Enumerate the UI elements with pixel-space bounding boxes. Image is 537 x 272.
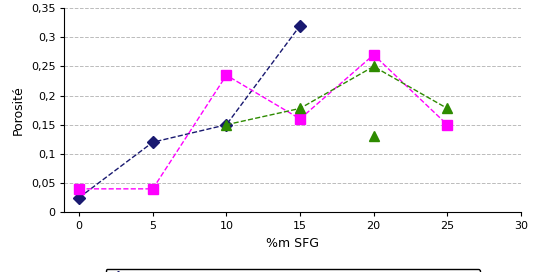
SFC150  Protocole#2 (371, 65, 377, 68)
SFC25  Protocole#2 (371, 53, 377, 56)
SFC25  Protocole#1bis (297, 24, 303, 27)
X-axis label: %m SFG: %m SFG (266, 237, 319, 250)
SFC25  Protocole#1bis (76, 196, 82, 199)
SFC25  Protocole#1bis (223, 123, 230, 126)
Legend: SFC25  Protocole#1bis, SFC25  Protocole#2, SFC150  Protocole#2: SFC25 Protocole#1bis, SFC25 Protocole#2,… (106, 269, 480, 272)
SFC150  Protocole#2 (297, 107, 303, 110)
SFC25  Protocole#2 (150, 187, 156, 190)
SFC25  Protocole#2 (297, 117, 303, 120)
SFC25  Protocole#2 (76, 187, 82, 190)
Line: SFC150  Protocole#2: SFC150 Protocole#2 (222, 61, 452, 129)
SFC150  Protocole#2 (444, 107, 451, 110)
SFC25  Protocole#2 (444, 123, 451, 126)
SFC25  Protocole#2 (223, 73, 230, 77)
Y-axis label: Porosité: Porosité (12, 85, 25, 135)
Line: SFC25  Protocole#1bis: SFC25 Protocole#1bis (75, 21, 304, 202)
Line: SFC25  Protocole#2: SFC25 Protocole#2 (74, 50, 452, 194)
SFC150  Protocole#2 (223, 123, 230, 126)
SFC25  Protocole#1bis (150, 141, 156, 144)
